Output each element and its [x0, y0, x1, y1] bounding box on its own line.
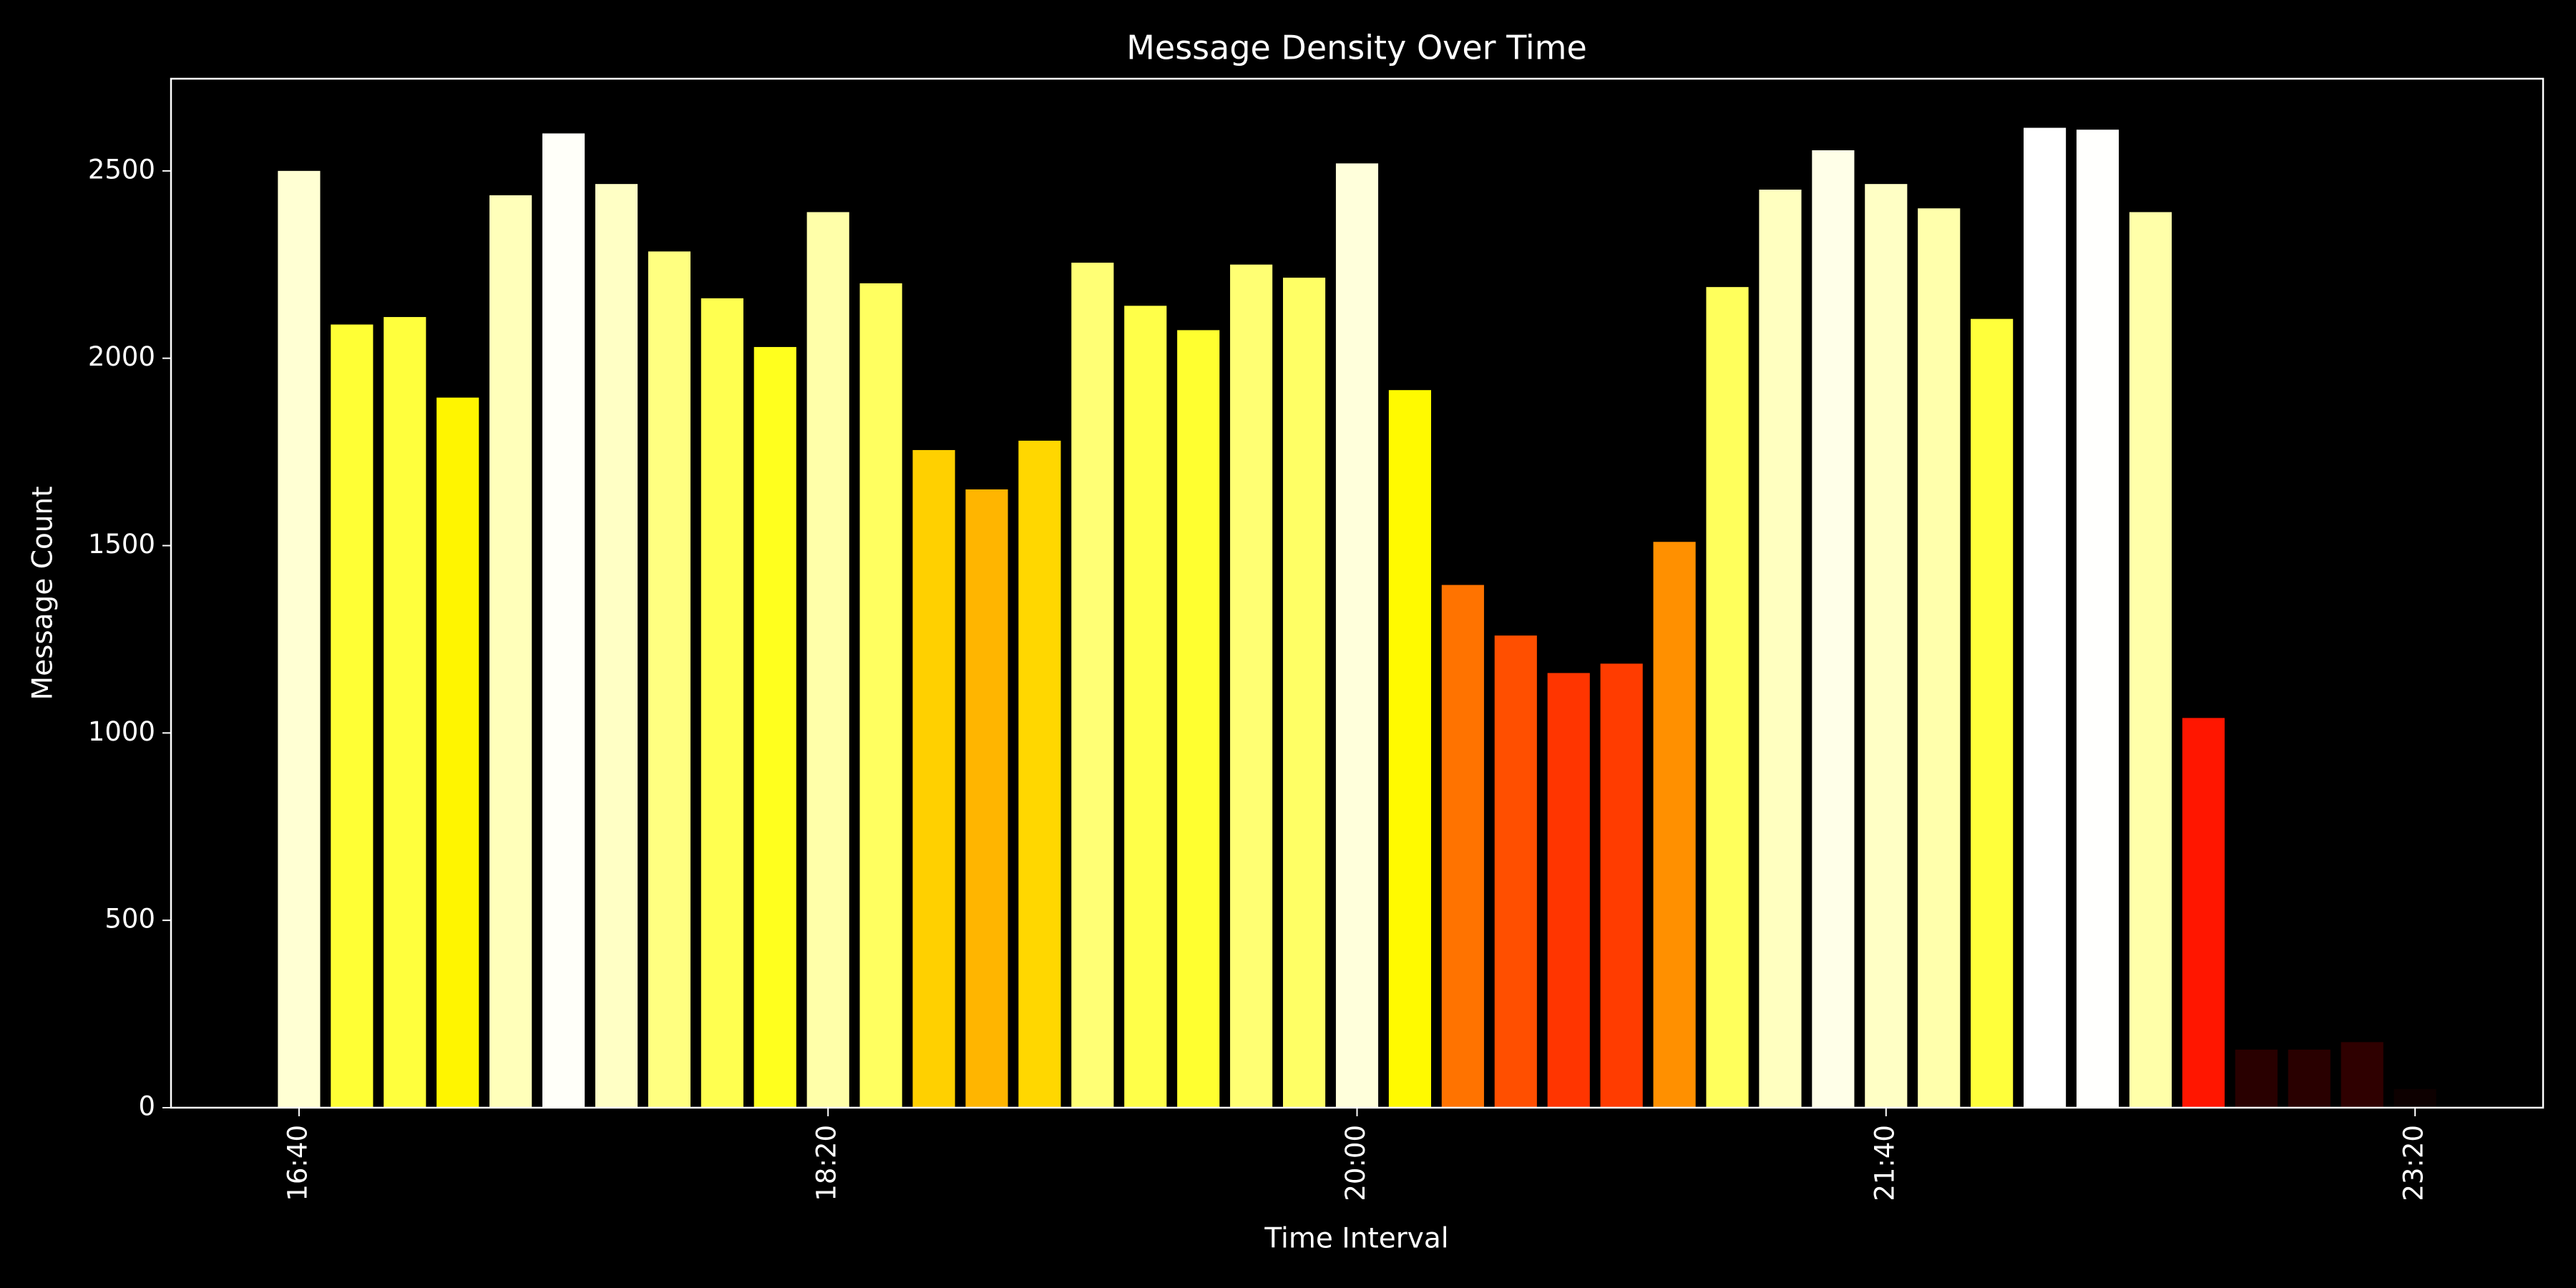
bar — [2024, 127, 2067, 1108]
bar — [1441, 585, 1484, 1108]
bar — [1282, 278, 1326, 1108]
y-tick-label: 2000 — [88, 341, 155, 372]
bar — [1388, 390, 1432, 1108]
bar — [595, 184, 638, 1108]
y-tick-label: 1000 — [88, 716, 155, 747]
bar — [2076, 130, 2119, 1108]
bar — [1759, 190, 1802, 1108]
bar — [1600, 663, 1643, 1108]
chart-title: Message Density Over Time — [1126, 29, 1587, 67]
x-tick-label: 23:20 — [2399, 1125, 2429, 1201]
bar — [331, 324, 374, 1108]
bar — [1865, 184, 1908, 1108]
bar — [436, 397, 479, 1108]
x-axis-label: Time Interval — [1264, 1223, 1448, 1255]
bar — [278, 170, 321, 1108]
y-tick-label: 0 — [138, 1091, 155, 1122]
bar — [648, 251, 691, 1108]
bar — [1918, 208, 1961, 1108]
bar — [2341, 1042, 2384, 1108]
y-tick-label: 1500 — [88, 529, 155, 560]
x-tick-label: 20:00 — [1340, 1125, 1371, 1201]
y-tick-label: 2500 — [88, 154, 155, 185]
bar — [1124, 306, 1167, 1108]
y-axis-label: Message Count — [27, 486, 59, 700]
bar — [701, 298, 743, 1108]
bar — [384, 317, 426, 1108]
y-tick-label: 500 — [104, 904, 155, 935]
bar — [859, 283, 902, 1108]
bar — [1230, 264, 1273, 1108]
axes-frame — [170, 77, 2545, 1109]
bar — [489, 195, 532, 1108]
bar — [2394, 1088, 2436, 1108]
bar — [806, 212, 849, 1108]
bar — [753, 346, 796, 1108]
bar — [1071, 263, 1114, 1108]
bar — [1494, 635, 1537, 1108]
bar — [1706, 287, 1749, 1108]
bar — [912, 449, 955, 1108]
bar — [1335, 163, 1379, 1108]
bar — [1177, 330, 1220, 1108]
bar — [1547, 673, 1590, 1108]
x-tick-label: 18:20 — [811, 1125, 842, 1201]
bar — [965, 489, 1008, 1108]
bar — [1971, 318, 2014, 1108]
x-tick-label: 21:40 — [1869, 1125, 1900, 1201]
bar — [2288, 1049, 2331, 1108]
bar — [542, 133, 585, 1108]
x-tick-label: 16:40 — [282, 1125, 313, 1201]
bar — [2129, 212, 2172, 1108]
bar — [1812, 150, 1855, 1108]
bar — [2235, 1049, 2278, 1108]
bar — [1018, 440, 1061, 1108]
bar — [1653, 542, 1696, 1108]
bar — [2182, 718, 2225, 1108]
